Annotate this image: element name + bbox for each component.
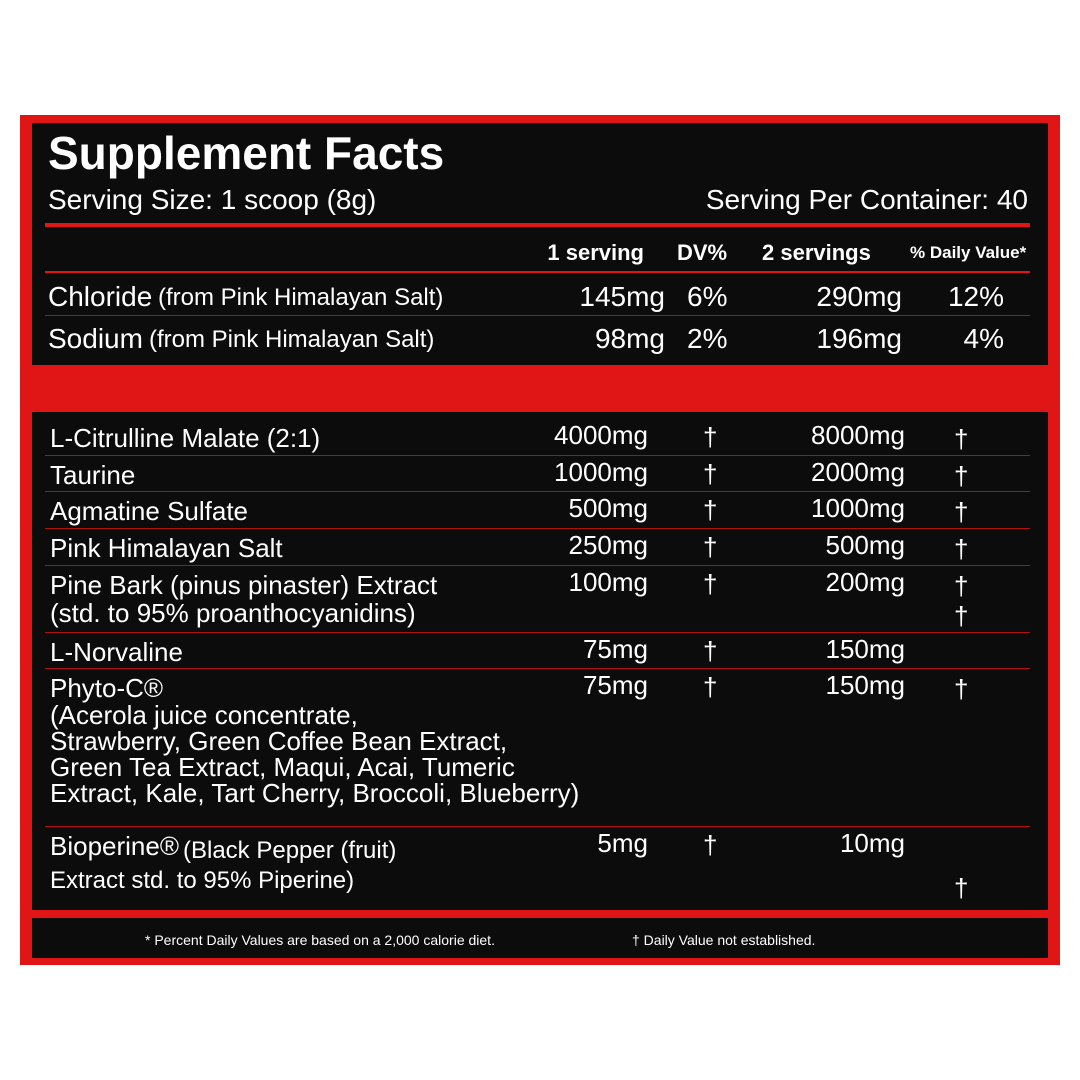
footnote: † Daily Value not established. <box>632 932 816 948</box>
ingredient-name: L-Citrulline Malate (2:1) <box>50 423 321 453</box>
nutrient-source: (from Pink Himalayan Salt) <box>158 284 444 311</box>
daily-value: † <box>954 424 969 454</box>
ingredient-name: Bioperine® <box>50 831 180 861</box>
amount: 1000mg <box>554 457 648 487</box>
daily-value: † <box>703 459 718 489</box>
daily-value: † <box>703 672 718 702</box>
amount: 500mg <box>568 493 649 523</box>
ingredient-name: Pink Himalayan Salt <box>50 533 283 563</box>
amount: 10mg <box>839 828 905 858</box>
header-rule <box>45 223 1030 227</box>
daily-value: † <box>703 422 718 452</box>
amount: 196mg <box>816 323 902 354</box>
footnote: * Percent Daily Values are based on a 2,… <box>145 932 495 948</box>
daily-value: † <box>703 569 718 599</box>
title: Supplement Facts <box>48 127 445 179</box>
amount: 4000mg <box>554 420 648 450</box>
rule <box>45 455 1030 456</box>
daily-value: † <box>954 534 969 564</box>
rule <box>45 668 1030 669</box>
daily-value: 2% <box>687 323 728 354</box>
nutrient-source: (from Pink Himalayan Salt) <box>149 326 435 353</box>
rule <box>45 491 1030 492</box>
amount: 500mg <box>825 530 906 560</box>
daily-value: † <box>703 532 718 562</box>
rule <box>45 826 1030 827</box>
ingredient-name: L-Norvaline <box>50 637 183 667</box>
amount: 250mg <box>568 530 649 560</box>
amount: 290mg <box>816 281 902 312</box>
amount: 150mg <box>825 634 906 664</box>
nutrient-name: Sodium <box>48 323 143 354</box>
amount: 75mg <box>582 670 648 700</box>
column-header: DV% <box>677 240 728 265</box>
daily-value: † <box>703 495 718 525</box>
serving-size: Serving Size: 1 scoop (8g) <box>48 184 377 215</box>
daily-value: † <box>703 830 718 860</box>
amount: 1000mg <box>811 493 905 523</box>
daily-value: † <box>954 497 969 527</box>
daily-value: † <box>954 461 969 491</box>
amount: 2000mg <box>811 457 905 487</box>
daily-value: 12% <box>947 281 1004 312</box>
column-header: % Daily Value* <box>910 243 1027 262</box>
amount: 150mg <box>825 670 906 700</box>
amount: 145mg <box>579 281 665 312</box>
rule <box>45 271 1030 273</box>
nutrient-name: Chloride <box>48 281 153 312</box>
rule <box>45 315 1030 316</box>
amount: 75mg <box>582 634 648 664</box>
ingredient-name: Agmatine Sulfate <box>50 496 249 526</box>
ingredient-name: Pine Bark (pinus pinaster) Extract (std.… <box>50 570 438 628</box>
footer-panel <box>32 918 1048 958</box>
rule <box>45 528 1030 529</box>
daily-value: † † <box>954 571 969 631</box>
daily-value: † <box>703 636 718 666</box>
amount: 8000mg <box>811 420 905 450</box>
ingredient-description: (Black Pepper (fruit) Extract std. to 95… <box>50 837 397 894</box>
amount: 98mg <box>594 323 665 354</box>
amount: 100mg <box>568 567 649 597</box>
column-header: 1 serving <box>547 240 644 265</box>
rule <box>45 632 1030 633</box>
top-panel <box>32 123 1048 365</box>
daily-value: 6% <box>687 281 728 312</box>
amount: 200mg <box>825 567 906 597</box>
ingredient-name: Phyto-C® <box>50 673 164 703</box>
servings-per-container: Serving Per Container: 40 <box>705 184 1028 215</box>
daily-value: 4% <box>963 323 1004 354</box>
daily-value: † <box>954 674 969 704</box>
amount: 5mg <box>597 828 648 858</box>
rule <box>45 565 1030 566</box>
ingredient-name: Taurine <box>50 460 136 490</box>
daily-value: † <box>954 873 969 903</box>
ingredient-description: (Acerola juice concentrate, Strawberry, … <box>50 700 580 808</box>
column-header: 2 servings <box>762 240 871 265</box>
ingredients-panel <box>32 412 1048 910</box>
